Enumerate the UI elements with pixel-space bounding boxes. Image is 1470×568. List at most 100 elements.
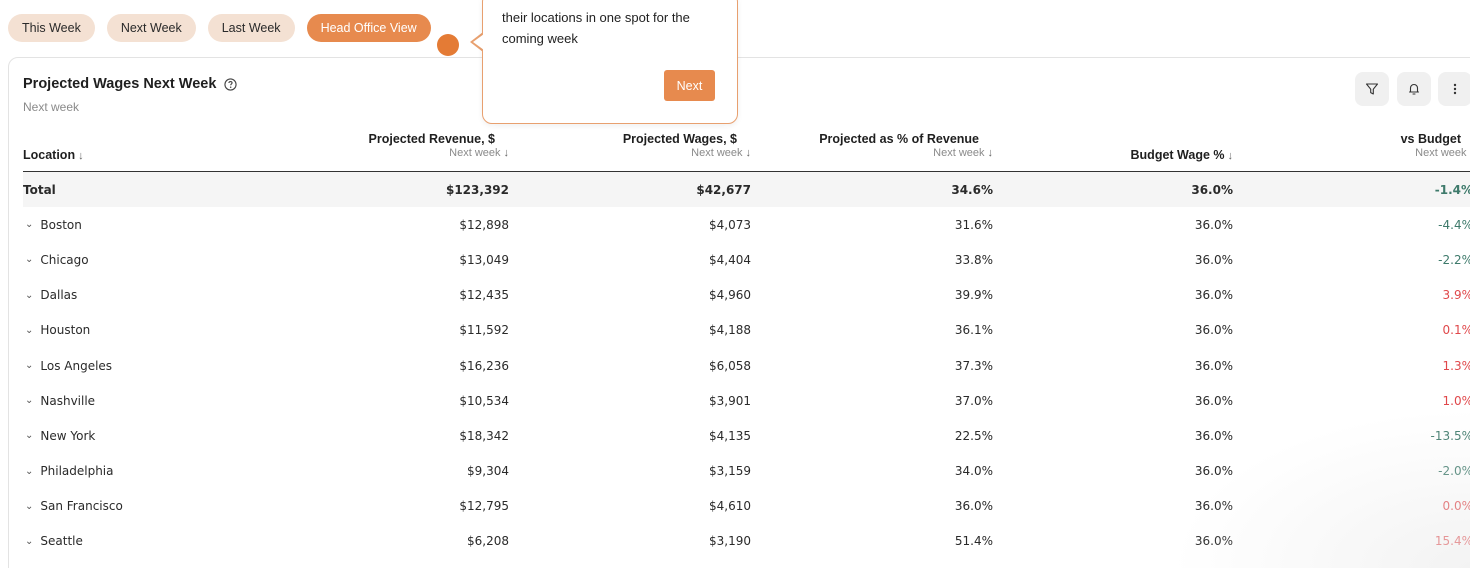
location-name: San Francisco [40,499,123,514]
cell-wages: $3,190 [709,534,751,549]
cell-pct: 34.0% [954,464,993,479]
tab-last-week[interactable]: Last Week [207,14,295,42]
cell-pct: 22.5% [954,428,993,443]
tab-next-week[interactable]: Next Week [106,14,196,42]
cell-wages: $3,159 [709,464,751,479]
cell-pct: 36.0% [954,499,993,514]
cell-pct: 34.6% [951,182,993,197]
cell-location: ⌄ New York [23,418,95,453]
location-name: Los Angeles [40,358,113,373]
chevron-down-icon[interactable]: ⌄ [25,219,34,231]
column-location[interactable]: Location ↓ [23,148,84,162]
tooltip-text: their locations in one spot for the comi… [502,10,690,46]
column-projected-wages[interactable]: Projected Wages, $ Next week ↓ [623,132,751,159]
cell-revenue: $11,592 [459,323,509,338]
sort-arrow-icon: ↓ [78,150,84,162]
tooltip-next-button[interactable]: Next [664,70,715,101]
tour-beacon[interactable] [437,34,459,56]
tour-tooltip: their locations in one spot for the comi… [482,0,738,124]
chevron-down-icon[interactable]: ⌄ [25,289,34,301]
cell-vs-budget: 0.1% [1442,323,1470,338]
cell-vs-budget: 15.4% [1434,534,1470,549]
sort-arrow-icon: ↓ [745,147,752,159]
table-row[interactable]: ⌄ Seattle $6,208 $3,190 51.4% 36.0% 15.4% [23,524,1470,559]
cell-pct: 37.0% [954,393,993,408]
cell-budget: 36.0% [1194,323,1233,338]
cell-budget: 36.0% [1194,534,1233,549]
more-options-button[interactable] [1438,72,1470,106]
column-budget-wage-pct[interactable]: Budget Wage % ↓ [1131,148,1233,162]
cell-wages: $4,188 [709,323,751,338]
table-row[interactable]: ⌄ Boston $12,898 $4,073 31.6% 36.0% -4.4% [23,207,1470,242]
column-pct-label: Projected as % of Revenue [819,132,979,146]
cell-wages: $3,901 [709,393,751,408]
column-revenue-label: Projected Revenue, $ [368,132,495,146]
projected-wages-card: Projected Wages Next Week Next week Loca… [8,57,1470,568]
cell-wages: $6,058 [709,358,751,373]
table-row[interactable]: ⌄ Houston $11,592 $4,188 36.1% 36.0% 0.1% [23,313,1470,348]
more-vertical-icon [1453,83,1457,95]
cell-vs-budget: 1.3% [1442,358,1470,373]
cell-budget: 36.0% [1194,358,1233,373]
cell-wages: $4,135 [709,428,751,443]
location-name: Philadelphia [40,464,114,479]
cell-vs-budget: -13.5% [1430,428,1470,443]
column-pct-sub: Next week [933,147,985,159]
cell-location: ⌄ Seattle [23,524,83,559]
cell-vs-budget: -2.0% [1438,464,1470,479]
column-location-label: Location [23,148,76,162]
cell-revenue: $12,795 [459,499,509,514]
chevron-down-icon[interactable]: ⌄ [25,395,34,407]
column-wages-label: Projected Wages, $ [622,132,737,146]
column-revenue-sub: Next week [449,147,501,159]
cell-revenue: $12,435 [459,288,509,303]
chevron-down-icon[interactable]: ⌄ [25,324,34,336]
cell-budget: 36.0% [1194,464,1233,479]
table-row[interactable]: ⌄ Los Angeles $16,236 $6,058 37.3% 36.0% 1.3% [23,348,1470,383]
column-projected-revenue[interactable]: Projected Revenue, $ Next week ↓ [369,132,509,159]
alerts-button[interactable] [1397,72,1431,106]
table-row[interactable]: ⌄ New York $18,342 $4,135 22.5% 36.0% -13.5% [23,418,1470,453]
column-vs-budget[interactable]: vs Budget Next week↓ [1401,132,1470,159]
table-row[interactable]: ⌄ Philadelphia $9,304 $3,159 34.0% 36.0% -2.0% [23,454,1470,489]
tab-this-week[interactable]: This Week [8,14,95,42]
column-vs-label: vs Budget [1400,132,1461,146]
cell-location: ⌄ San Francisco [23,489,123,524]
tab-head-office-view[interactable]: Head Office View [306,14,431,42]
location-name: Nashville [40,393,96,408]
chevron-down-icon[interactable]: ⌄ [25,430,34,442]
table-row[interactable]: ⌄ Chicago $13,049 $4,404 33.8% 36.0% -2.2% [23,242,1470,277]
filter-button[interactable] [1355,72,1389,106]
help-icon[interactable] [224,77,238,91]
table-row-total: Total $123,392 $42,677 34.6% 36.0% -1.4% [23,172,1470,208]
wages-table: Location ↓ Projected Revenue, $ Next week… [23,132,1470,559]
filter-icon [1365,83,1379,95]
cell-vs-budget: -1.4% [1434,182,1470,197]
cell-revenue: $12,898 [459,217,509,232]
cell-location: ⌄ Dallas [23,278,77,313]
cell-wages: $4,073 [709,217,751,232]
cell-revenue: $18,342 [459,428,509,443]
period-tabs: This Week Next Week Last Week Head Offic… [8,14,431,42]
cell-vs-budget: -4.4% [1438,217,1470,232]
chevron-down-icon[interactable]: ⌄ [25,465,34,477]
chevron-down-icon[interactable]: ⌄ [25,535,34,547]
cell-wages: $4,610 [709,499,751,514]
column-projected-pct[interactable]: Projected as % of Revenue Next week ↓ [819,132,993,159]
table-row[interactable]: ⌄ Nashville $10,534 $3,901 37.0% 36.0% 1.0% [23,383,1470,418]
cell-budget: 36.0% [1191,182,1233,197]
table-row[interactable]: ⌄ San Francisco $12,795 $4,610 36.0% 36.0% 0.0… [23,489,1470,524]
cell-budget: 36.0% [1194,499,1233,514]
location-name: Boston [40,217,82,232]
cell-location: ⌄ Houston [23,313,90,348]
cell-budget: 36.0% [1194,393,1233,408]
table-body: ⌄ Boston $12,898 $4,073 31.6% 36.0% -4.4% ⌄ Chic… [23,207,1470,559]
table-row[interactable]: ⌄ Dallas $12,435 $4,960 39.9% 36.0% 3.9% [23,278,1470,313]
chevron-down-icon[interactable]: ⌄ [25,500,34,512]
chevron-down-icon[interactable]: ⌄ [25,254,34,266]
cell-vs-budget: 3.9% [1442,288,1470,303]
cell-vs-budget: 1.0% [1442,393,1470,408]
cell-wages: $4,960 [709,288,751,303]
chevron-down-icon[interactable]: ⌄ [25,360,34,372]
bell-icon [1408,83,1420,95]
